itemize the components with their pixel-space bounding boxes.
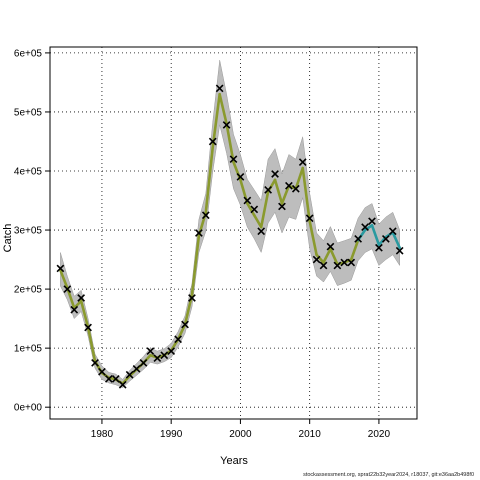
observed-catch-marker bbox=[291, 184, 300, 193]
observed-catch-marker bbox=[361, 223, 369, 231]
x-tick-label: 2010 bbox=[299, 429, 322, 440]
observed-catch-marker bbox=[340, 258, 349, 267]
observed-catch-marker bbox=[160, 351, 169, 360]
observed-catch-marker bbox=[347, 258, 356, 267]
catch-line-segment bbox=[204, 146, 215, 214]
observed-catch-marker bbox=[146, 347, 155, 355]
observed-catch-marker bbox=[77, 294, 86, 302]
catch-line-segment bbox=[72, 299, 83, 310]
y-tick-label: 3e+05 bbox=[14, 226, 43, 237]
observed-catch-marker bbox=[188, 294, 196, 302]
catch-line-segment bbox=[59, 268, 69, 290]
observed-catch-marker bbox=[111, 374, 120, 383]
observed-catch-marker bbox=[118, 380, 127, 389]
catch-line-segment bbox=[232, 160, 242, 182]
catch-line-segment bbox=[273, 178, 284, 205]
catch-line-segment bbox=[121, 374, 131, 385]
x-axis: 1980 1990 2000 2010 2020 bbox=[91, 419, 391, 440]
observed-catch-marker bbox=[222, 121, 231, 129]
y-tick-label: 4e+05 bbox=[14, 167, 43, 178]
observed-catch-marker bbox=[63, 285, 72, 293]
observed-catch-marker bbox=[312, 255, 321, 264]
observed-catch-marker bbox=[56, 264, 65, 273]
observed-catch-marker bbox=[229, 155, 238, 164]
observed-catch-marker bbox=[305, 214, 314, 223]
x-tick-label: 1990 bbox=[160, 429, 183, 440]
catch-line-segment bbox=[315, 253, 325, 264]
observed-catch-marker bbox=[167, 347, 176, 355]
catch-line-segment bbox=[308, 219, 318, 257]
catch-line-segment bbox=[218, 92, 228, 126]
catch-line-segment bbox=[280, 184, 291, 205]
observed-catch-marker bbox=[264, 186, 272, 194]
catch-line-segment bbox=[79, 299, 90, 329]
catch-line-segment bbox=[225, 122, 235, 164]
y-axis: 0e+00 1e+05 2e+05 3e+05 4e+05 5e+05 6e+05 bbox=[14, 48, 50, 414]
plot-frame bbox=[49, 46, 418, 420]
observed-catch-marker bbox=[195, 229, 203, 237]
observed-catch-marker bbox=[326, 242, 335, 251]
catch-line-segment bbox=[86, 326, 97, 363]
observed-catch-marker bbox=[333, 261, 342, 270]
footer-note: stockassessment.org, sprat22b32year2024,… bbox=[303, 472, 474, 478]
catch-line-segment bbox=[370, 224, 381, 247]
catch-line-segment bbox=[211, 92, 221, 149]
x-axis-title: Years bbox=[220, 455, 248, 467]
catch-line-segment bbox=[301, 166, 311, 223]
y-tick-label: 0e+00 bbox=[14, 403, 43, 414]
observed-catch-marker bbox=[257, 227, 266, 236]
observed-catch-marker bbox=[98, 367, 106, 376]
observed-catch-marker bbox=[181, 320, 189, 329]
observed-catch-marker bbox=[208, 137, 217, 146]
y-tick-label: 2e+05 bbox=[14, 285, 43, 296]
catch-line-segment bbox=[259, 190, 270, 229]
y-tick-label: 1e+05 bbox=[14, 344, 43, 355]
y-tick-label: 5e+05 bbox=[14, 107, 43, 118]
catch-line-segment bbox=[176, 323, 187, 341]
observed-catch-marker bbox=[91, 359, 99, 367]
y-tick-label: 6e+05 bbox=[14, 48, 43, 59]
observed-catch-marker bbox=[354, 235, 363, 243]
observed-catch-marker bbox=[139, 359, 148, 367]
catch-line-segment bbox=[190, 234, 201, 297]
observed-catch-marker bbox=[201, 211, 210, 220]
observed-catch-marker bbox=[298, 158, 307, 167]
catch-line-segment bbox=[294, 166, 305, 191]
y-axis-title: Catch bbox=[2, 224, 14, 253]
x-tick-label: 2000 bbox=[229, 429, 252, 440]
observed-catch-marker bbox=[125, 370, 134, 379]
catch-line-segment bbox=[329, 247, 339, 266]
observed-catch-marker bbox=[271, 170, 279, 178]
x-tick-label: 1980 bbox=[91, 429, 114, 440]
observed-catch-marker bbox=[250, 205, 259, 214]
observed-catch-marker bbox=[319, 261, 328, 270]
observed-catch-marker bbox=[368, 217, 376, 226]
observed-catch-marker bbox=[278, 202, 286, 211]
observed-catch-marker bbox=[388, 227, 397, 236]
observed-catch-marker bbox=[215, 84, 224, 93]
observed-catch-marker bbox=[153, 354, 162, 363]
confidence-band-area bbox=[60, 59, 400, 388]
x-tick-label: 2020 bbox=[368, 429, 391, 440]
observed-catch-marker bbox=[375, 243, 383, 252]
catch-line-segment bbox=[349, 238, 360, 261]
confidence-band bbox=[60, 59, 400, 388]
observed-catch-marker bbox=[381, 235, 390, 243]
catch-line-segment bbox=[246, 202, 256, 217]
observed-catch-marker bbox=[104, 374, 113, 383]
catch-line-segment bbox=[252, 213, 263, 229]
observed-catch-points bbox=[56, 84, 404, 389]
observed-catch-marker bbox=[70, 305, 79, 314]
catch-line-segment bbox=[322, 247, 332, 264]
observed-catch-marker bbox=[174, 335, 182, 344]
catch-line-segment bbox=[391, 231, 401, 250]
observed-catch-marker bbox=[132, 364, 141, 373]
observed-catch-marker bbox=[285, 181, 293, 190]
observed-catch-marker bbox=[243, 196, 252, 205]
observed-catch-marker bbox=[236, 173, 245, 181]
observed-catch-marker bbox=[395, 246, 404, 255]
observed-catch-marker bbox=[84, 323, 92, 332]
